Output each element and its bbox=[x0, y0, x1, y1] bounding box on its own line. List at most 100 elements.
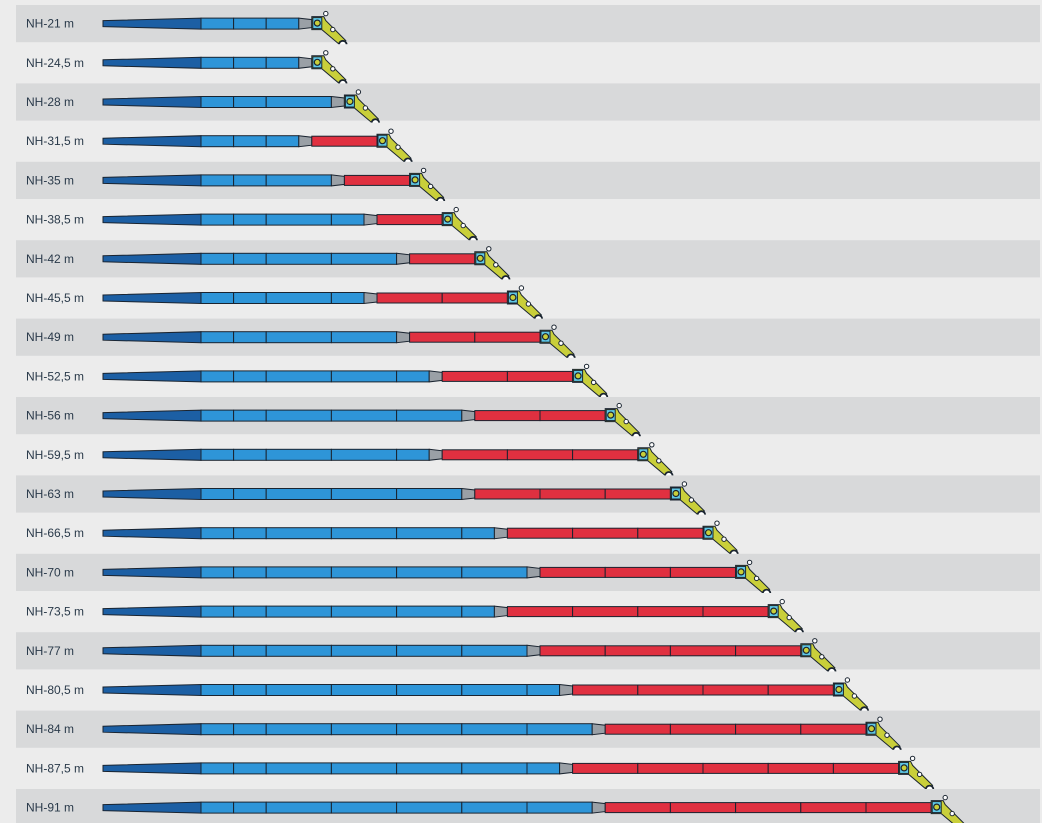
telescopic-section bbox=[200, 96, 235, 108]
row-label: NH-73,5 m bbox=[26, 605, 84, 619]
joint bbox=[428, 448, 443, 461]
telescopic-section bbox=[265, 801, 332, 814]
row-label: NH-80,5 m bbox=[26, 683, 84, 697]
row-label: NH-49 m bbox=[26, 330, 74, 344]
extension-section bbox=[669, 802, 737, 814]
base-section bbox=[102, 683, 202, 697]
telescopic-section bbox=[233, 723, 267, 736]
base-section bbox=[102, 331, 202, 344]
telescopic-section bbox=[200, 605, 235, 618]
extension-section bbox=[376, 214, 443, 226]
boom-head-icon bbox=[800, 638, 837, 677]
boom-row: NH-45,5 m bbox=[16, 279, 1040, 324]
extension-section bbox=[832, 762, 900, 774]
row-label: NH-28 m bbox=[26, 95, 74, 109]
row-label: NH-77 m bbox=[26, 644, 74, 658]
telescopic-section bbox=[200, 448, 235, 461]
joint bbox=[396, 252, 411, 265]
joint bbox=[298, 17, 313, 30]
extension-section bbox=[572, 684, 639, 696]
telescopic-section bbox=[265, 96, 332, 108]
telescopic-section bbox=[526, 723, 593, 736]
telescopic-section bbox=[200, 135, 235, 148]
telescopic-section bbox=[461, 801, 528, 814]
joint bbox=[526, 566, 541, 579]
telescopic-section bbox=[233, 174, 267, 187]
telescopic-section bbox=[265, 17, 300, 30]
telescopic-section bbox=[265, 684, 332, 696]
joint bbox=[298, 56, 313, 69]
extension-section bbox=[441, 292, 508, 304]
joint bbox=[591, 801, 606, 814]
extension-section bbox=[604, 566, 671, 578]
telescopic-section bbox=[265, 409, 332, 422]
telescopic-section bbox=[200, 174, 235, 187]
extension-section bbox=[474, 410, 541, 422]
base-section bbox=[102, 56, 202, 69]
telescopic-section bbox=[200, 409, 235, 422]
telescopic-section bbox=[200, 56, 235, 69]
boom-head-icon bbox=[637, 442, 674, 481]
telescopic-section bbox=[265, 292, 332, 304]
telescopic-section bbox=[200, 488, 235, 500]
extension-section bbox=[800, 802, 867, 814]
joint bbox=[330, 174, 345, 187]
boom-head-icon bbox=[343, 89, 381, 128]
telescopic-section bbox=[330, 370, 398, 383]
boom-row: NH-38,5 m bbox=[16, 201, 1040, 246]
boom-head-icon bbox=[930, 794, 965, 823]
joint bbox=[363, 291, 378, 305]
telescopic-section bbox=[233, 56, 267, 69]
boom-row: NH-24,5 m bbox=[16, 44, 1040, 89]
telescopic-section bbox=[233, 17, 267, 30]
telescopic-section bbox=[200, 644, 235, 657]
telescopic-section bbox=[200, 370, 235, 383]
telescopic-section bbox=[396, 527, 463, 540]
telescopic-section bbox=[265, 723, 332, 736]
row-label: NH-24,5 m bbox=[26, 56, 84, 70]
telescopic-section bbox=[200, 252, 235, 265]
boom-row: NH-52,5 m bbox=[16, 357, 1040, 403]
telescopic-section bbox=[396, 605, 463, 618]
row-label: NH-38,5 m bbox=[26, 213, 84, 227]
extension-section bbox=[702, 606, 769, 618]
telescopic-section bbox=[265, 174, 332, 187]
telescopic-section bbox=[396, 644, 463, 657]
telescopic-section bbox=[461, 566, 528, 579]
telescopic-section bbox=[265, 448, 332, 461]
extension-section bbox=[669, 723, 737, 735]
telescopic-section bbox=[233, 527, 267, 540]
telescopic-section bbox=[233, 331, 267, 344]
telescopic-section bbox=[330, 213, 365, 226]
extension-section bbox=[441, 449, 508, 461]
telescopic-section bbox=[265, 605, 332, 618]
telescopic-section bbox=[330, 448, 398, 461]
extension-section bbox=[637, 606, 704, 618]
telescopic-section bbox=[233, 762, 267, 775]
extension-section bbox=[767, 684, 834, 696]
telescopic-section bbox=[526, 684, 561, 696]
extension-section bbox=[637, 684, 704, 696]
extension-section bbox=[735, 723, 802, 735]
telescopic-section bbox=[265, 135, 300, 148]
extension-section bbox=[604, 802, 671, 814]
boom-row: NH-42 m bbox=[16, 240, 1040, 285]
extension-section bbox=[572, 527, 639, 539]
joint bbox=[559, 762, 574, 775]
joint bbox=[493, 527, 508, 540]
base-section bbox=[102, 566, 202, 579]
boom-row: NH-56 m bbox=[16, 397, 1040, 442]
extension-section bbox=[441, 370, 508, 382]
row-label: NH-66,5 m bbox=[26, 526, 84, 540]
base-section bbox=[102, 527, 202, 540]
telescopic-section bbox=[461, 605, 495, 618]
telescopic-section bbox=[233, 644, 267, 657]
telescopic-section bbox=[265, 527, 332, 540]
telescopic-section bbox=[396, 488, 463, 500]
extension-section bbox=[735, 645, 802, 657]
telescopic-section bbox=[330, 801, 398, 814]
telescopic-section bbox=[396, 684, 463, 696]
extension-section bbox=[539, 566, 606, 578]
extension-section bbox=[702, 762, 769, 774]
boom-row: NH-84 m bbox=[16, 710, 1040, 755]
